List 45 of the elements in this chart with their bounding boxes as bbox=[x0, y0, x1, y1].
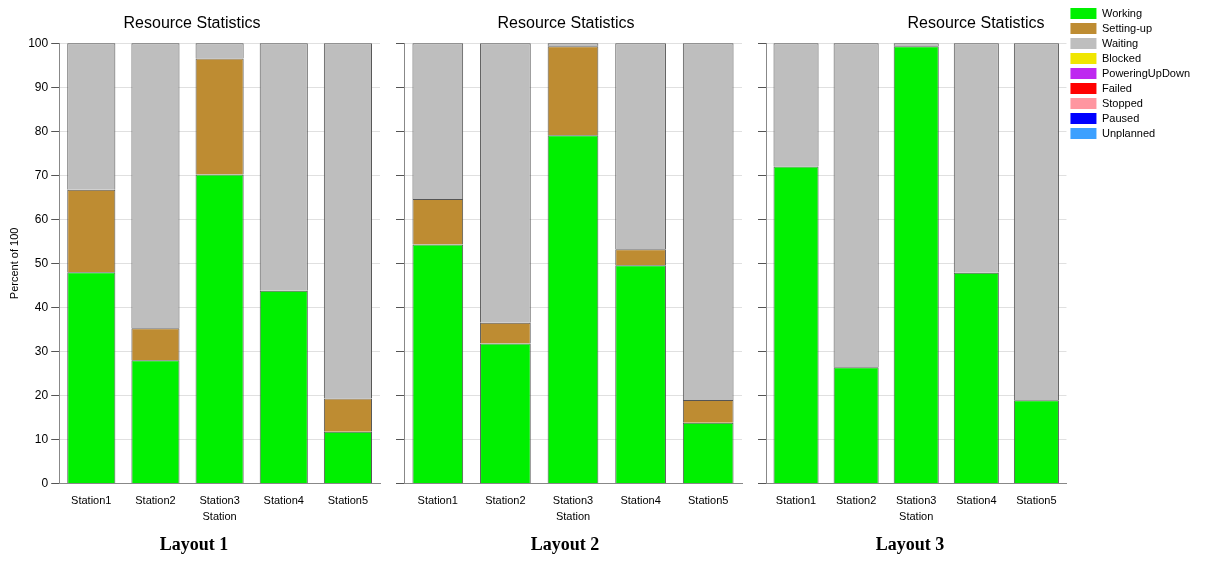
text: Layout 2 bbox=[529, 534, 601, 555]
x-tick-label: Station3 bbox=[896, 494, 937, 507]
y-tick-label: 30 bbox=[34, 343, 49, 358]
x-tick-label: Station5 bbox=[1016, 494, 1057, 507]
chart-title: Resource Statistics bbox=[907, 14, 1045, 32]
y-tick-label: 50 bbox=[34, 255, 49, 270]
y-tick-label: 90 bbox=[34, 79, 49, 94]
x-axis-title: Station bbox=[202, 510, 237, 523]
x-tick-label: Station1 bbox=[417, 494, 458, 507]
legend-label: Waiting bbox=[1101, 36, 1139, 49]
x-axis-title: Station bbox=[555, 510, 591, 523]
y-tick-label: 80 bbox=[34, 123, 49, 138]
y-tick-label: 100 bbox=[28, 35, 49, 50]
y-tick-label: 60 bbox=[34, 211, 49, 226]
x-tick-label: Station4 bbox=[263, 494, 304, 507]
legend-label: Paused bbox=[1101, 111, 1140, 124]
text: Layout 3 bbox=[874, 534, 946, 555]
chart-title: Resource Statistics bbox=[123, 14, 261, 32]
x-tick-label: Station1 bbox=[71, 494, 112, 507]
x-tick-label: Station4 bbox=[620, 494, 661, 507]
x-tick-label: Station2 bbox=[835, 494, 877, 507]
legend-label: Stopped bbox=[1101, 96, 1143, 109]
legend-label: Setting-up bbox=[1101, 21, 1153, 34]
x-tick-label: Station3 bbox=[552, 494, 594, 507]
legend-label: PoweringUpDown bbox=[1101, 66, 1190, 79]
x-tick-label: Station5 bbox=[327, 494, 369, 507]
legend-label: Blocked bbox=[1101, 51, 1142, 64]
x-tick-label: Station2 bbox=[135, 494, 176, 507]
x-tick-label: Station3 bbox=[199, 494, 240, 507]
x-tick-label: Station2 bbox=[485, 494, 526, 507]
chart-title: Resource Statistics bbox=[497, 14, 635, 32]
y-tick-label: 0 bbox=[41, 475, 49, 490]
x-tick-label: Station1 bbox=[775, 494, 817, 507]
x-tick-label: Station5 bbox=[688, 494, 729, 507]
legend-label: Failed bbox=[1101, 81, 1132, 94]
y-tick-label: 10 bbox=[34, 431, 49, 446]
y-tick-label: 40 bbox=[34, 299, 49, 314]
text: Layout 1 bbox=[158, 534, 230, 555]
y-tick-label: 20 bbox=[34, 387, 49, 402]
x-axis-title: Station bbox=[899, 510, 934, 523]
legend-label: Unplanned bbox=[1101, 126, 1156, 139]
y-axis-title: Percent of 100 bbox=[7, 227, 20, 300]
legend-label: Working bbox=[1101, 6, 1143, 19]
y-tick-label: 70 bbox=[34, 167, 49, 182]
x-tick-label: Station4 bbox=[956, 494, 997, 507]
